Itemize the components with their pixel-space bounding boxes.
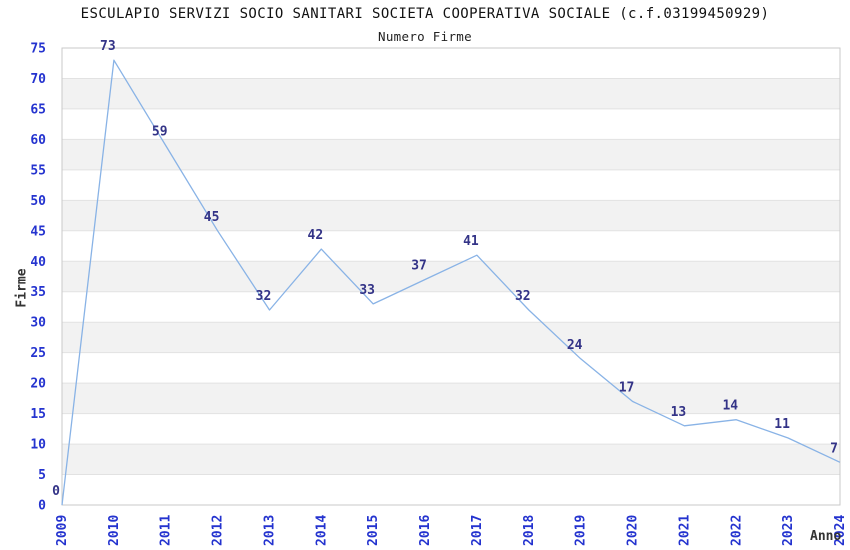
y-tick-label: 0 [38,499,46,514]
y-tick-label: 5 [38,468,46,483]
data-point-label: 59 [152,124,168,139]
y-tick-label: 15 [30,407,46,422]
y-tick-label: 40 [30,255,46,270]
y-tick-label: 50 [30,194,46,209]
data-point-label: 0 [52,484,60,499]
data-series-line [61,59,841,506]
x-tick-label: 2016 [418,515,433,546]
x-tick-label: 2024 [833,515,848,546]
data-point-label: 17 [619,380,635,395]
y-tick-label: 35 [30,285,46,300]
x-tick-label: 2017 [470,515,485,546]
y-axis-label: Firme [14,268,30,308]
x-tick-label: 2022 [729,515,744,546]
x-tick-label: 2010 [107,515,122,546]
x-tick-label: 2013 [262,515,277,546]
data-point-label: 11 [774,417,790,432]
data-point-label: 73 [100,39,116,54]
x-tick-label: 2015 [366,515,381,546]
y-tick-label: 60 [30,133,46,148]
chart-title: ESCULAPIO SERVIZI SOCIO SANITARI SOCIETA… [80,6,770,22]
y-tick-label: 30 [30,316,46,331]
chart-subtitle: Numero Firme [378,29,472,44]
grid-band [62,200,840,231]
data-point-label: 14 [722,399,738,414]
y-tick-label: 70 [30,72,46,87]
data-point-label: 7 [830,441,838,456]
grid-band [62,139,840,170]
x-tick-label: 2023 [781,515,796,546]
data-point-label: 41 [463,234,479,249]
data-point-label: 42 [308,228,324,243]
y-tick-label: 45 [30,224,46,239]
grid-band [62,444,840,475]
data-point-label: 32 [256,289,272,304]
y-tick-label: 65 [30,102,46,117]
plot-border [61,47,841,506]
data-point-label: 33 [359,283,375,298]
y-tick-label: 75 [30,42,46,57]
x-tick-label: 2019 [574,515,589,546]
y-tick-label: 10 [30,438,46,453]
data-point-label: 32 [515,289,531,304]
data-point-label: 24 [567,338,583,353]
y-tick-label: 55 [30,163,46,178]
grid-band [62,78,840,109]
x-tick-label: 2009 [55,515,70,546]
x-axis-label: Anno [810,529,842,544]
data-point-label: 45 [204,210,220,225]
data-point-label: 13 [671,405,687,420]
x-tick-label: 2011 [159,515,174,546]
x-tick-label: 2020 [626,515,641,546]
grid-band [62,322,840,353]
x-tick-label: 2014 [314,515,329,546]
data-point-label: 37 [411,259,427,274]
y-tick-label: 20 [30,377,46,392]
x-tick-label: 2012 [211,515,226,546]
grid-band [62,261,840,292]
grid-band [62,383,840,414]
y-tick-label: 25 [30,346,46,361]
x-tick-label: 2021 [677,515,692,546]
x-tick-label: 2018 [522,515,537,546]
